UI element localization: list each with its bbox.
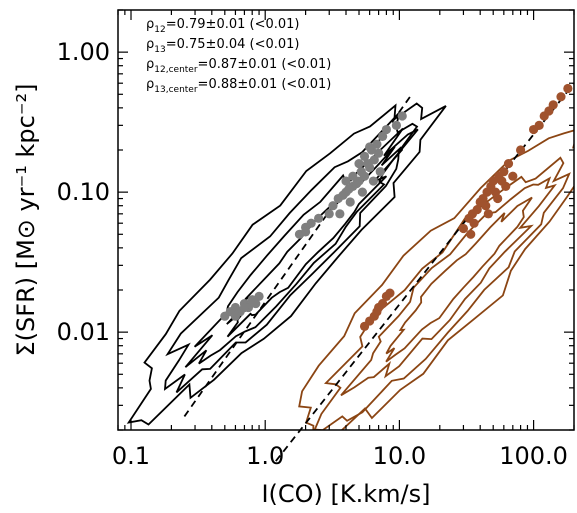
data-point xyxy=(556,92,566,102)
data-point xyxy=(341,176,351,186)
data-point xyxy=(348,171,358,181)
data-point xyxy=(324,209,334,219)
contour-layer xyxy=(126,102,574,430)
data-point xyxy=(508,171,518,181)
data-point xyxy=(391,120,402,130)
correlation-annotation: ρ12=0.79±0.01 (<0.01) xyxy=(146,17,300,35)
x-tick-label: 10.0 xyxy=(373,442,426,470)
x-tick-label: 0.1 xyxy=(112,442,150,470)
data-point xyxy=(301,227,311,237)
data-point xyxy=(503,158,514,169)
data-point xyxy=(499,167,509,177)
data-point xyxy=(247,295,257,305)
data-point xyxy=(338,190,348,200)
contour-12 xyxy=(163,109,419,394)
data-point xyxy=(469,218,479,228)
data-point xyxy=(363,158,373,169)
data-point xyxy=(359,151,370,162)
contour-13 xyxy=(385,196,533,363)
x-tick-label: 100.0 xyxy=(499,442,568,470)
data-point xyxy=(466,229,476,239)
data-point xyxy=(378,131,388,142)
data-point xyxy=(378,298,388,309)
contour-12 xyxy=(184,127,419,368)
data-point xyxy=(345,197,355,207)
contour-12 xyxy=(126,102,447,426)
x-tick-label: 1.0 xyxy=(246,442,284,470)
data-point xyxy=(385,288,395,298)
correlation-annotation: ρ13=0.75±0.04 (<0.01) xyxy=(146,37,300,55)
data-point xyxy=(544,106,554,116)
data-point xyxy=(381,124,391,135)
data-point xyxy=(501,181,511,191)
data-point xyxy=(344,184,354,194)
data-point xyxy=(515,145,526,155)
data-point xyxy=(306,218,316,228)
data-point xyxy=(472,205,482,215)
data-point xyxy=(239,302,250,313)
data-point xyxy=(372,307,382,317)
data-point xyxy=(534,120,544,130)
y-axis-label: Σ(SFR) [M⊙ yr⁻¹ kpc⁻²] xyxy=(12,83,40,356)
data-point xyxy=(365,142,375,152)
annotations: ρ12=0.79±0.01 (<0.01) ρ13=0.75±0.04 (<0.0… xyxy=(146,17,331,95)
data-point xyxy=(354,158,364,169)
data-point xyxy=(357,187,368,197)
data-point xyxy=(230,311,241,321)
y-tick-label: 0.01 xyxy=(57,318,110,346)
data-point xyxy=(493,193,503,204)
correlation-annotation: ρ13,center=0.88±0.01 (<0.01) xyxy=(146,77,331,95)
data-point xyxy=(368,176,378,186)
data-point xyxy=(335,209,345,219)
data-point xyxy=(458,223,469,234)
data-point xyxy=(328,201,338,211)
correlation-annotation: ρ12,center=0.87±0.01 (<0.01) xyxy=(146,57,331,75)
data-point xyxy=(563,83,573,94)
y-tick-label: 1.00 xyxy=(57,38,110,66)
data-point xyxy=(372,139,382,149)
data-point xyxy=(375,167,385,177)
x-axis-label: I(CO) [K.km/s] xyxy=(261,480,430,508)
fit-lines xyxy=(183,82,575,462)
fit-line xyxy=(275,82,575,462)
data-point xyxy=(481,201,491,211)
data-point xyxy=(352,179,362,189)
data-point xyxy=(314,213,324,223)
axis-ticks: 0.1 1.0 10.0 100.0 0.01 0.10 1.00 xyxy=(57,9,575,470)
data-point xyxy=(356,167,366,177)
data-point xyxy=(374,148,384,158)
contour-13 xyxy=(298,129,574,430)
y-tick-label: 0.10 xyxy=(57,178,110,206)
data-point xyxy=(254,291,264,302)
data-points xyxy=(220,83,573,331)
data-point xyxy=(483,209,493,219)
data-point xyxy=(397,111,407,121)
